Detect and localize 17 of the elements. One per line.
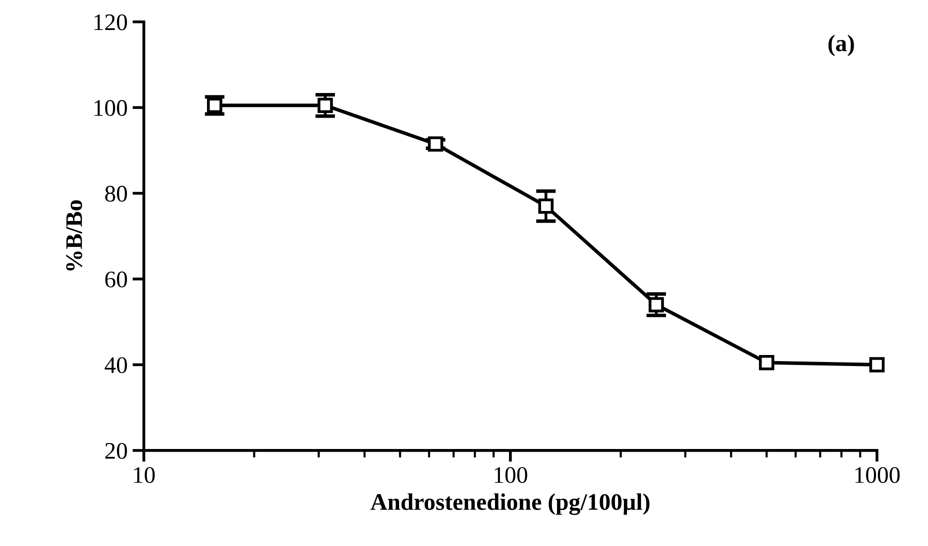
y-tick-label: 100 [94, 100, 127, 116]
point [538, 198, 554, 214]
x-axis-title: Androstenedione (pg/100µl) [370, 493, 650, 515]
y-tick-label: 60 [105, 271, 127, 288]
x-tick-label: 10 [134, 467, 155, 484]
point [318, 98, 333, 114]
y-tick-label: 20 [105, 442, 127, 459]
y-tick-label: 120 [94, 14, 127, 30]
annotation: (a) [828, 34, 854, 56]
y-tick-label: 80 [105, 186, 127, 202]
y-tick-label: 40 [104, 357, 127, 374]
x-tick-label: 1000 [855, 467, 900, 484]
point [648, 297, 664, 312]
y-axis-title: %B/Bo [66, 200, 82, 270]
point [758, 354, 774, 370]
x-tick-label: 100 [494, 467, 528, 484]
point [869, 357, 885, 372]
